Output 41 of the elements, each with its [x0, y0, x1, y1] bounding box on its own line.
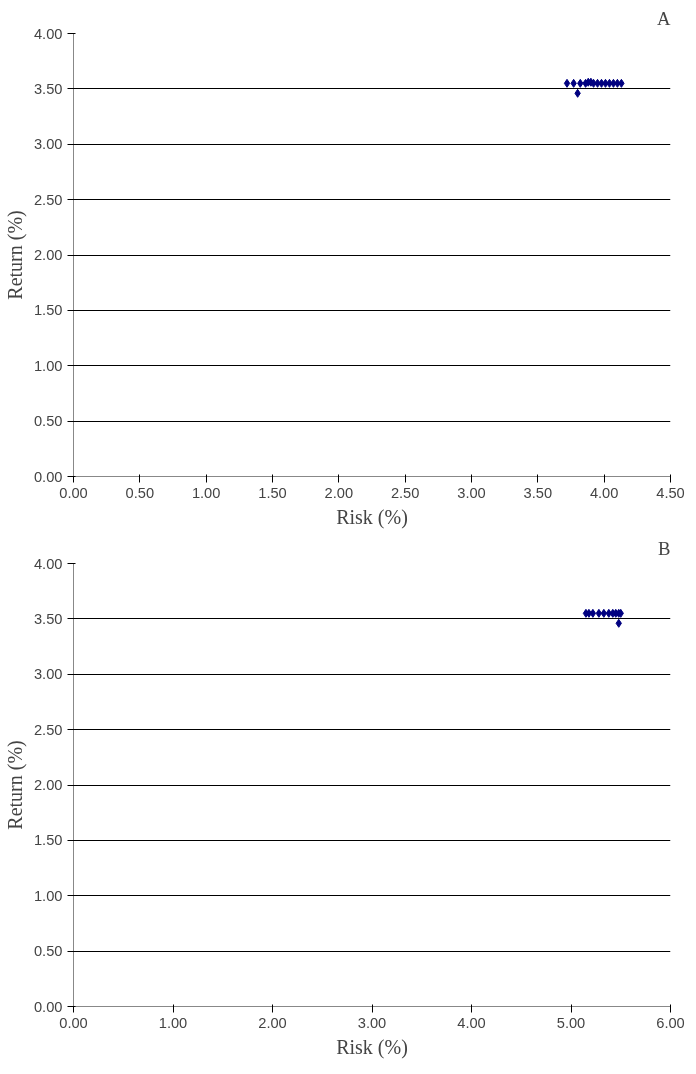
chart-title: B — [658, 537, 671, 559]
y-tick-label: 2.50 — [33, 191, 63, 208]
x-tick-label: 2.50 — [390, 484, 420, 501]
y-tick-label: 3.00 — [33, 666, 63, 683]
x-tick-label: 5.00 — [556, 1014, 586, 1031]
y-axis-title: Return (%) — [3, 210, 27, 300]
x-tick-label: 1.00 — [191, 484, 221, 501]
x-tick-label: 0.50 — [125, 484, 155, 501]
x-axis-title: Risk (%) — [336, 1035, 408, 1059]
y-tick-label: 0.50 — [33, 943, 63, 960]
x-tick-label: 1.50 — [258, 484, 287, 501]
x-tick-label: 3.00 — [357, 1014, 387, 1031]
x-tick-label: 4.50 — [656, 484, 685, 501]
y-tick-label: 1.00 — [33, 887, 63, 904]
x-tick-label: 3.50 — [523, 484, 553, 501]
x-tick-label: 4.00 — [457, 1014, 486, 1031]
y-tick-label: 0.00 — [33, 468, 63, 485]
x-tick-label: 1.00 — [158, 1014, 188, 1031]
y-tick-label: 0.50 — [33, 413, 63, 430]
y-tick-label: 4.00 — [33, 555, 63, 572]
x-tick-label: 2.00 — [324, 484, 354, 501]
y-tick-label: 1.50 — [33, 302, 63, 319]
y-tick-label: 4.00 — [33, 25, 63, 42]
y-tick-label: 0.00 — [33, 998, 63, 1015]
y-axis-title: Return (%) — [3, 740, 27, 830]
y-tick-label: 3.00 — [33, 136, 63, 153]
y-tick-label: 2.00 — [33, 777, 63, 793]
x-tick-label: 4.00 — [589, 484, 619, 501]
x-axis-title: Risk (%) — [336, 505, 408, 529]
x-tick-label: 3.00 — [457, 484, 486, 501]
y-tick-label: 3.50 — [33, 610, 63, 627]
y-tick-label: 1.00 — [33, 357, 63, 374]
x-tick-label: 0.00 — [59, 484, 88, 501]
y-tick-label: 2.00 — [33, 247, 63, 263]
chart-title: A — [657, 7, 672, 29]
y-tick-label: 3.50 — [33, 80, 63, 97]
y-tick-label: 2.50 — [33, 721, 63, 738]
x-tick-label: 2.00 — [258, 1014, 287, 1031]
x-tick-label: 6.00 — [656, 1014, 685, 1031]
y-tick-label: 1.50 — [33, 832, 63, 849]
x-tick-label: 0.00 — [59, 1014, 88, 1031]
